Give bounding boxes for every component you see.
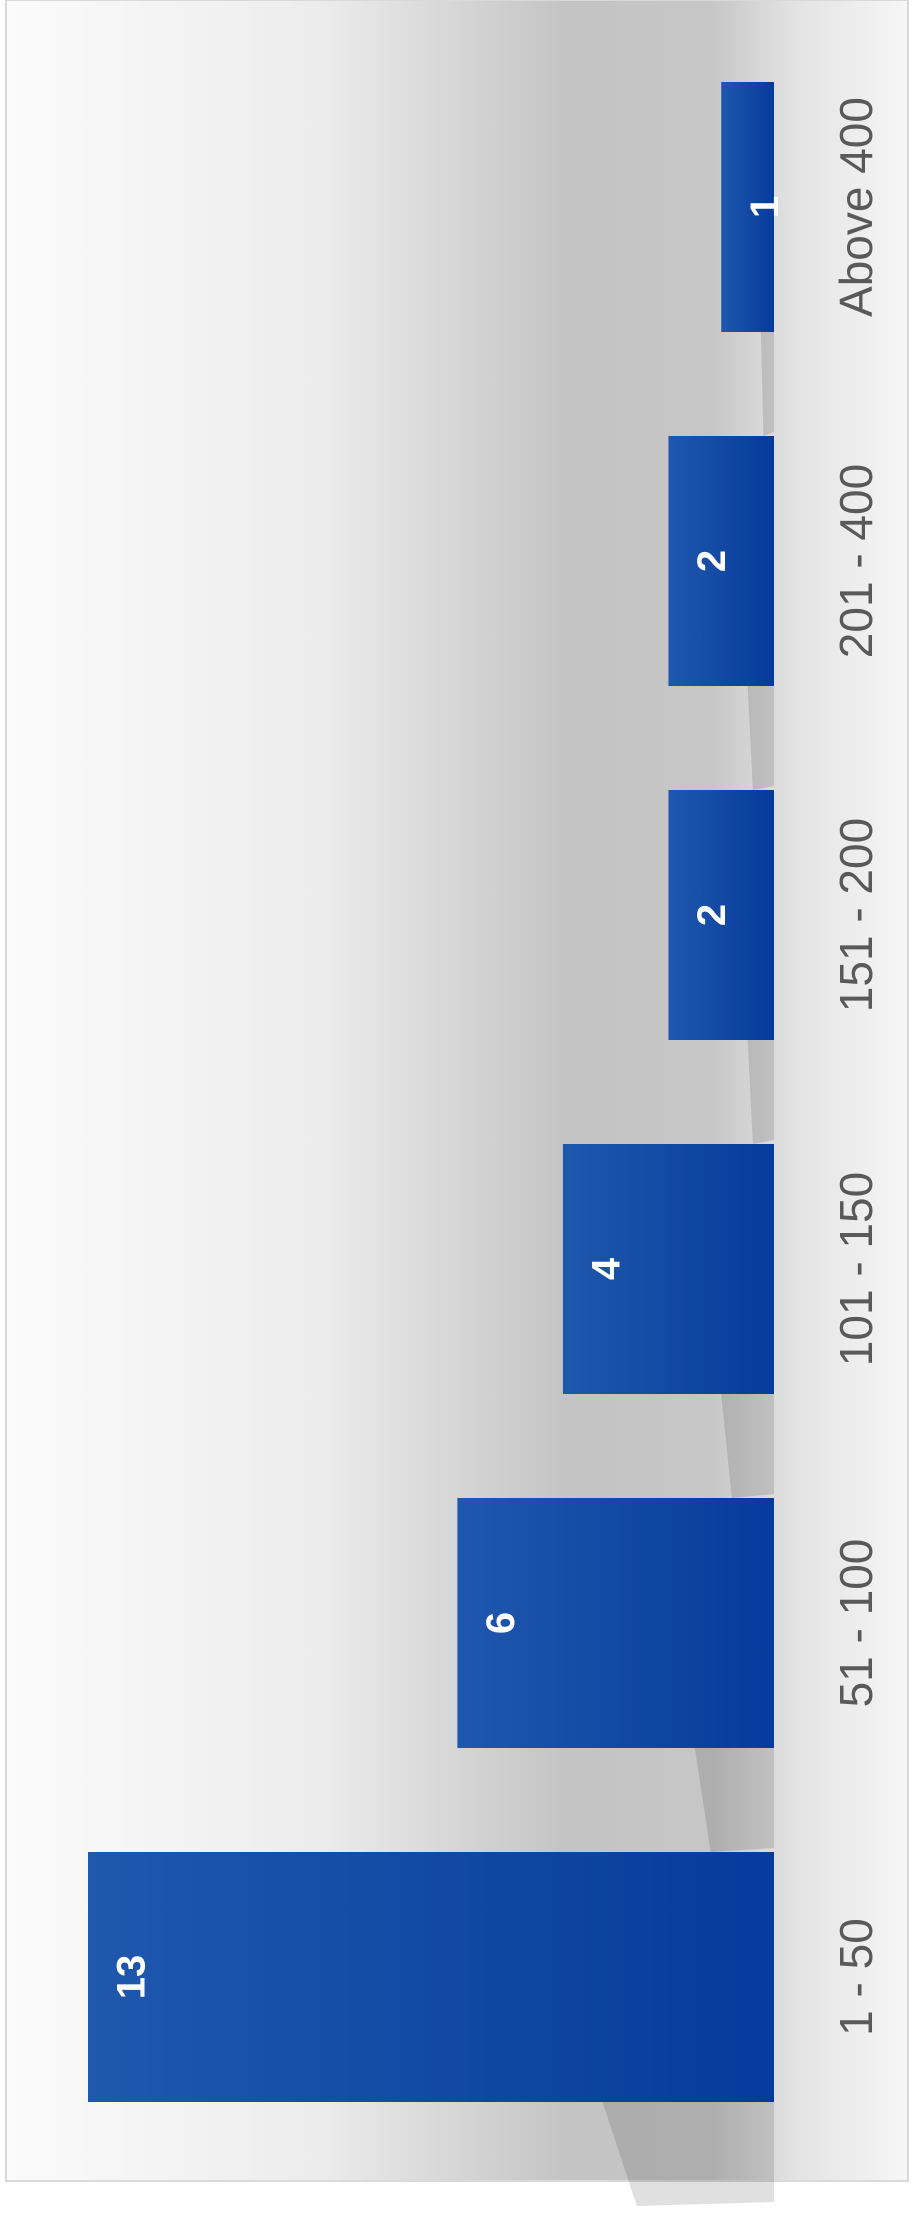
- data-label: 4: [584, 1257, 628, 1280]
- bar: [457, 1498, 774, 1748]
- category-label: 1 - 50: [830, 1918, 882, 2036]
- data-label: 13: [110, 1955, 154, 2000]
- category-label: 201 - 400: [830, 464, 882, 658]
- bar: [562, 1144, 774, 1394]
- bar-shadow: [747, 686, 774, 790]
- data-label: 6: [479, 1612, 523, 1634]
- category-label: 151 - 200: [830, 818, 882, 1012]
- bar: [668, 436, 774, 686]
- category-label: 101 - 150: [830, 1172, 882, 1366]
- data-label: 2: [690, 550, 734, 572]
- bar: [668, 790, 774, 1040]
- data-label: 1: [743, 196, 787, 218]
- bar-shadow: [694, 1748, 774, 1852]
- bar: [88, 1852, 774, 2102]
- bar: [721, 82, 774, 332]
- bar-shadow: [747, 1040, 774, 1144]
- bar-shadow: [721, 1394, 774, 1498]
- plot-background: [5, 0, 909, 2182]
- bar-shadow: [760, 332, 774, 436]
- data-label: 2: [690, 904, 734, 926]
- bar-shadow: [602, 2102, 774, 2206]
- category-label: Above 400: [830, 97, 882, 317]
- category-label: 51 - 100: [830, 1539, 882, 1708]
